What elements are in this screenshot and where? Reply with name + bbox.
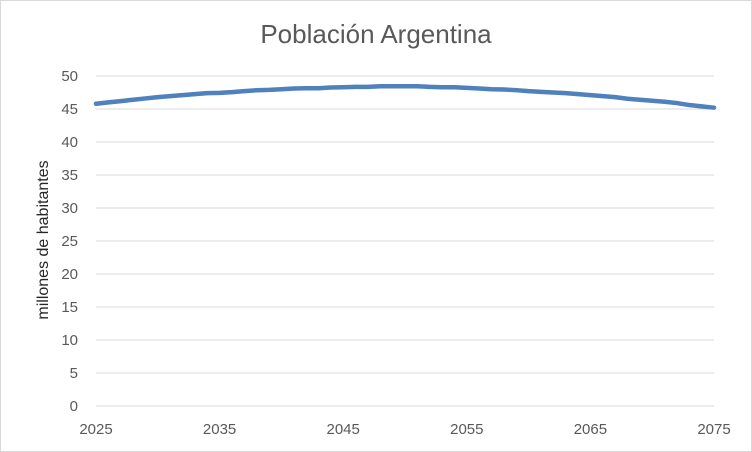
data-point <box>625 96 630 101</box>
data-point <box>526 89 531 94</box>
x-tick-labels: 2025 2035 2045 2055 2065 2075 <box>79 421 730 438</box>
series-group <box>93 83 717 110</box>
x-tick-label: 2035 <box>203 421 236 438</box>
data-point <box>205 91 210 96</box>
chart-title: Población Argentina <box>260 19 492 49</box>
data-point <box>464 85 469 90</box>
data-point <box>192 92 197 97</box>
y-tick-label: 30 <box>61 200 78 217</box>
data-point <box>168 94 173 99</box>
grid-lines <box>96 75 714 407</box>
data-point <box>254 88 259 93</box>
data-point <box>229 90 234 95</box>
data-point <box>341 85 346 90</box>
y-tick-label: 35 <box>61 167 78 184</box>
data-point <box>514 88 519 93</box>
data-point <box>477 86 482 91</box>
x-tick-label: 2055 <box>450 421 483 438</box>
data-point <box>353 84 358 89</box>
data-point <box>378 84 383 89</box>
data-point <box>390 84 395 89</box>
x-tick-label: 2045 <box>327 421 360 438</box>
data-point <box>489 87 494 92</box>
data-point <box>267 87 272 92</box>
data-point <box>637 97 642 102</box>
data-point <box>328 85 333 90</box>
data-point <box>403 84 407 89</box>
data-point <box>118 99 123 104</box>
data-point <box>365 84 370 89</box>
data-point <box>304 86 309 91</box>
data-point <box>106 100 111 105</box>
y-tick-label: 0 <box>70 398 78 415</box>
data-point <box>291 86 296 91</box>
data-point <box>415 84 420 89</box>
data-point <box>551 90 556 95</box>
data-point <box>180 93 185 98</box>
data-point <box>131 97 136 102</box>
data-point <box>650 98 655 103</box>
data-point <box>687 103 692 108</box>
y-tick-label: 45 <box>61 101 78 118</box>
y-tick-label: 5 <box>70 365 78 382</box>
y-tick-labels: 0 5 10 15 20 25 30 35 40 45 50 <box>61 68 78 415</box>
data-point <box>662 99 667 104</box>
y-tick-label: 15 <box>61 299 78 316</box>
data-point <box>600 94 605 99</box>
data-point <box>143 96 148 101</box>
data-point <box>712 105 716 110</box>
data-point <box>279 87 284 92</box>
data-point <box>217 90 222 95</box>
data-point <box>427 84 432 89</box>
y-tick-label: 40 <box>61 134 78 151</box>
data-point <box>94 101 98 106</box>
series-line <box>93 83 717 110</box>
x-tick-label: 2065 <box>574 421 607 438</box>
y-axis-label: millones de habitantes <box>35 160 52 319</box>
data-point <box>155 95 160 100</box>
data-point <box>674 101 679 106</box>
series-points <box>94 84 716 110</box>
data-point <box>588 93 593 98</box>
y-tick-label: 20 <box>61 266 78 283</box>
data-point <box>538 89 543 94</box>
data-point <box>452 85 457 90</box>
x-tick-label: 2025 <box>79 421 112 438</box>
data-point <box>563 91 568 96</box>
data-point <box>501 87 506 92</box>
data-point <box>699 104 704 109</box>
x-tick-label: 2075 <box>697 421 730 438</box>
data-point <box>440 85 445 90</box>
data-point <box>242 89 247 94</box>
data-point <box>613 95 618 100</box>
y-tick-label: 50 <box>61 68 78 85</box>
data-point <box>576 92 581 97</box>
y-tick-label: 10 <box>61 332 78 349</box>
data-point <box>316 86 321 91</box>
y-tick-label: 25 <box>61 233 78 250</box>
